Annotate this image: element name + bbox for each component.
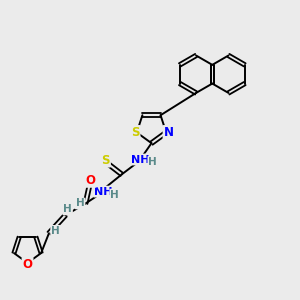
Text: NH: NH xyxy=(94,187,112,196)
Text: H: H xyxy=(63,204,72,214)
Text: O: O xyxy=(86,174,96,187)
Text: H: H xyxy=(76,199,85,208)
Text: S: S xyxy=(101,154,110,166)
Text: O: O xyxy=(22,258,32,271)
Text: NH: NH xyxy=(131,154,149,164)
Text: H: H xyxy=(148,157,157,167)
Text: S: S xyxy=(131,126,140,139)
Text: N: N xyxy=(164,126,174,139)
Text: H: H xyxy=(51,226,60,236)
Text: H: H xyxy=(110,190,119,200)
